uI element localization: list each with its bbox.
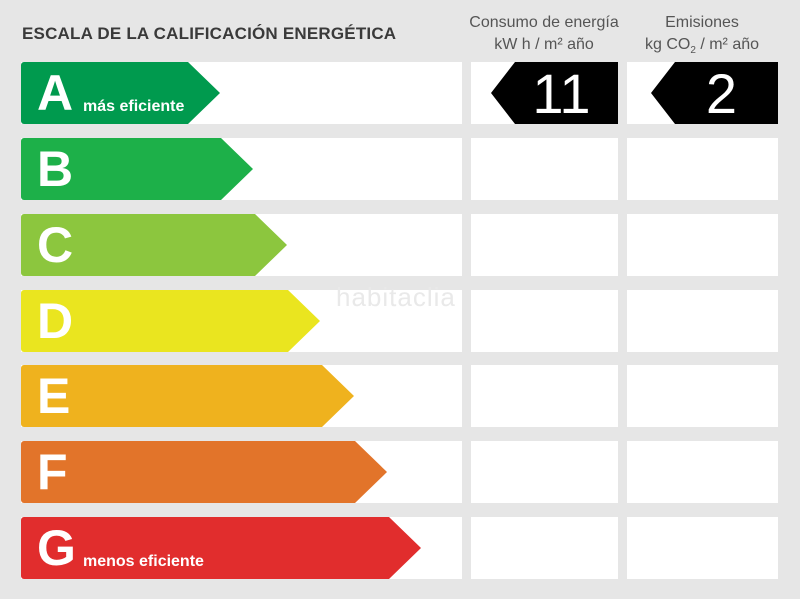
emissions-header-line2: kg CO2 / m² año bbox=[620, 34, 784, 62]
rating-arrow-g: G menos eficiente bbox=[21, 517, 421, 579]
rating-label-a: más eficiente bbox=[83, 98, 185, 115]
emissions-column-header: Emisiones kg CO2 / m² año bbox=[620, 12, 784, 62]
rating-arrow-d: D bbox=[21, 290, 320, 352]
rating-arrow-c: C bbox=[21, 214, 287, 276]
emissions-value-badge: 2 bbox=[651, 62, 778, 124]
rating-letter-b: B bbox=[37, 141, 74, 197]
energy-value: 11 bbox=[532, 61, 591, 125]
emissions-header-line1: Emisiones bbox=[665, 14, 739, 31]
page-title: ESCALA DE LA CALIFICACIÓN ENERGÉTICA bbox=[22, 24, 397, 43]
rating-letter-g: G bbox=[37, 520, 76, 576]
energy-column-header: Consumo de energía kW h / m² año bbox=[462, 12, 626, 56]
rating-letter-c: C bbox=[37, 217, 74, 273]
rating-letter-e: E bbox=[37, 368, 71, 424]
rating-arrow-e: E bbox=[21, 365, 354, 427]
rating-row-a: A más eficiente 11 2 bbox=[0, 62, 800, 124]
rating-row-b: B bbox=[0, 138, 800, 200]
rating-row-e: E bbox=[0, 365, 800, 427]
emissions-unit-prefix: kg CO bbox=[644, 36, 691, 53]
watermark-logo: habitaclia bbox=[336, 282, 456, 312]
emissions-unit-suffix: / m² año bbox=[695, 36, 760, 53]
rating-letter-f: F bbox=[37, 444, 68, 500]
rating-arrow-a: A más eficiente bbox=[21, 62, 220, 124]
rating-letter-a: A bbox=[37, 65, 74, 121]
rating-row-g: G menos eficiente bbox=[0, 517, 800, 579]
energy-value-badge: 11 bbox=[491, 62, 618, 124]
emissions-value: 2 bbox=[705, 61, 738, 125]
rating-label-g: menos eficiente bbox=[83, 553, 204, 570]
rating-row-d: D bbox=[0, 290, 800, 352]
energy-header-line2: kW h / m² año bbox=[494, 36, 594, 53]
energy-header-line1: Consumo de energía bbox=[469, 14, 619, 31]
rating-row-c: C bbox=[0, 214, 800, 276]
rating-letter-d: D bbox=[37, 293, 74, 349]
emissions-unit-subscript: 2 bbox=[690, 45, 696, 57]
rating-arrow-f: F bbox=[21, 441, 387, 503]
rating-row-f: F bbox=[0, 441, 800, 503]
rating-arrow-b: B bbox=[21, 138, 253, 200]
